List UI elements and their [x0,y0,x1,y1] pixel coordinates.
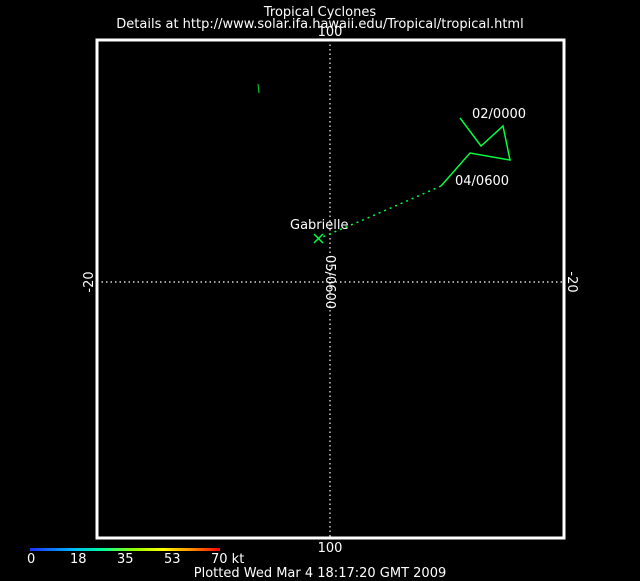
intensity-color-scale [30,548,220,551]
left-axis-label: -20 [82,271,97,292]
plotted-timestamp: Plotted Wed Mar 4 18:17:20 GMT 2009 [193,566,447,581]
scale-tick-1: 18 [70,552,87,567]
top-axis-label: 100 [318,25,343,40]
map-subtitle: Details at http://www.solar.ifa.hawaii.e… [116,17,524,32]
center-date-label: 05/0600 [322,255,337,309]
track-label-start: 02/0000 [472,107,526,122]
small-track-mark [257,83,260,94]
scale-tick-3: 53 [164,552,181,567]
storm-position-marker [313,233,324,244]
scale-tick-0: 0 [27,552,36,567]
track-label-mid: 04/0600 [455,174,509,189]
map-title: Tropical Cyclones [263,5,377,20]
storm-track-early [440,117,511,187]
scale-tick-2: 35 [117,552,134,567]
right-axis-label: -20 [564,271,579,292]
scale-tick-4: 70 kt [211,552,245,567]
storm-name-label: Gabrielle [290,218,348,233]
bottom-axis-label: 100 [318,541,343,556]
